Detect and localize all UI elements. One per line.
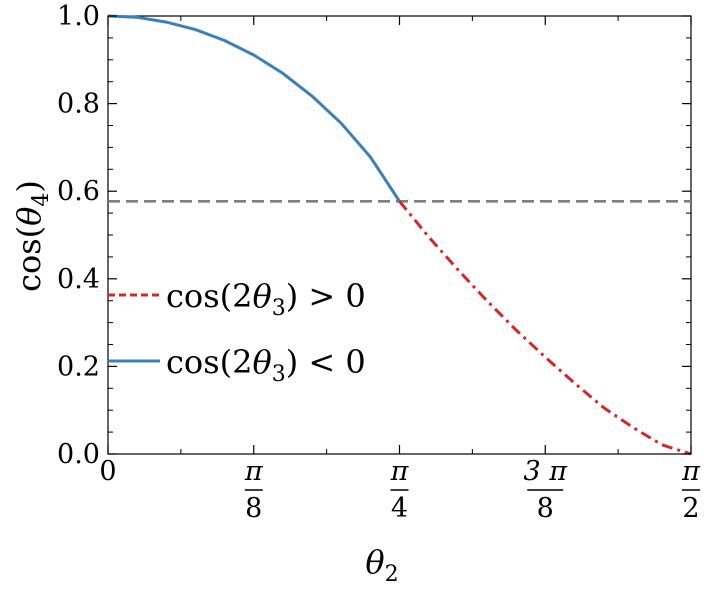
y-axis: 0.0 0.2 0.4 0.6 0.8 1.0 <box>57 1 691 470</box>
y-tick-label-2: 0.4 <box>57 264 100 295</box>
plot-frame <box>107 15 692 455</box>
x-tick-denominator: 8 <box>245 493 262 524</box>
plot-area <box>107 14 692 456</box>
x-tick-numerator: π <box>390 456 410 487</box>
x-tick-numerator: π <box>681 456 701 487</box>
y-tick-label-1: 0.2 <box>57 351 100 382</box>
y-tick-label-3: 0.6 <box>57 176 100 207</box>
x-tick-denominator: 2 <box>682 493 699 524</box>
legend: cos(2θ3) > 0 cos(2θ3) < 0 <box>108 277 366 387</box>
x-tick-label-2: π4 <box>390 456 410 524</box>
y-tick-label-4: 0.8 <box>57 89 100 120</box>
series-line-1 <box>398 200 692 456</box>
x-tick-label-4: π2 <box>681 456 701 524</box>
y-tick-label-5: 1.0 <box>57 1 100 32</box>
x-tick-numerator: 3 π <box>523 456 568 487</box>
legend-label-negative: cos(2θ3) < 0 <box>166 343 366 387</box>
y-axis-label: cos(θ4) <box>10 180 54 292</box>
x-tick-label-0: 0 <box>99 456 116 487</box>
x-tick-label-1: π8 <box>244 456 264 524</box>
x-tick-denominator: 4 <box>391 493 408 524</box>
x-axis-label: θ2 <box>365 543 398 587</box>
y-tick-label-0: 0.0 <box>57 439 100 470</box>
legend-label-positive: cos(2θ3) > 0 <box>166 277 366 321</box>
x-tick-numerator: π <box>244 456 264 487</box>
x-tick-denominator: 8 <box>537 493 554 524</box>
x-tick-label-3: 3 π8 <box>523 456 568 524</box>
series-line-0 <box>107 14 401 203</box>
